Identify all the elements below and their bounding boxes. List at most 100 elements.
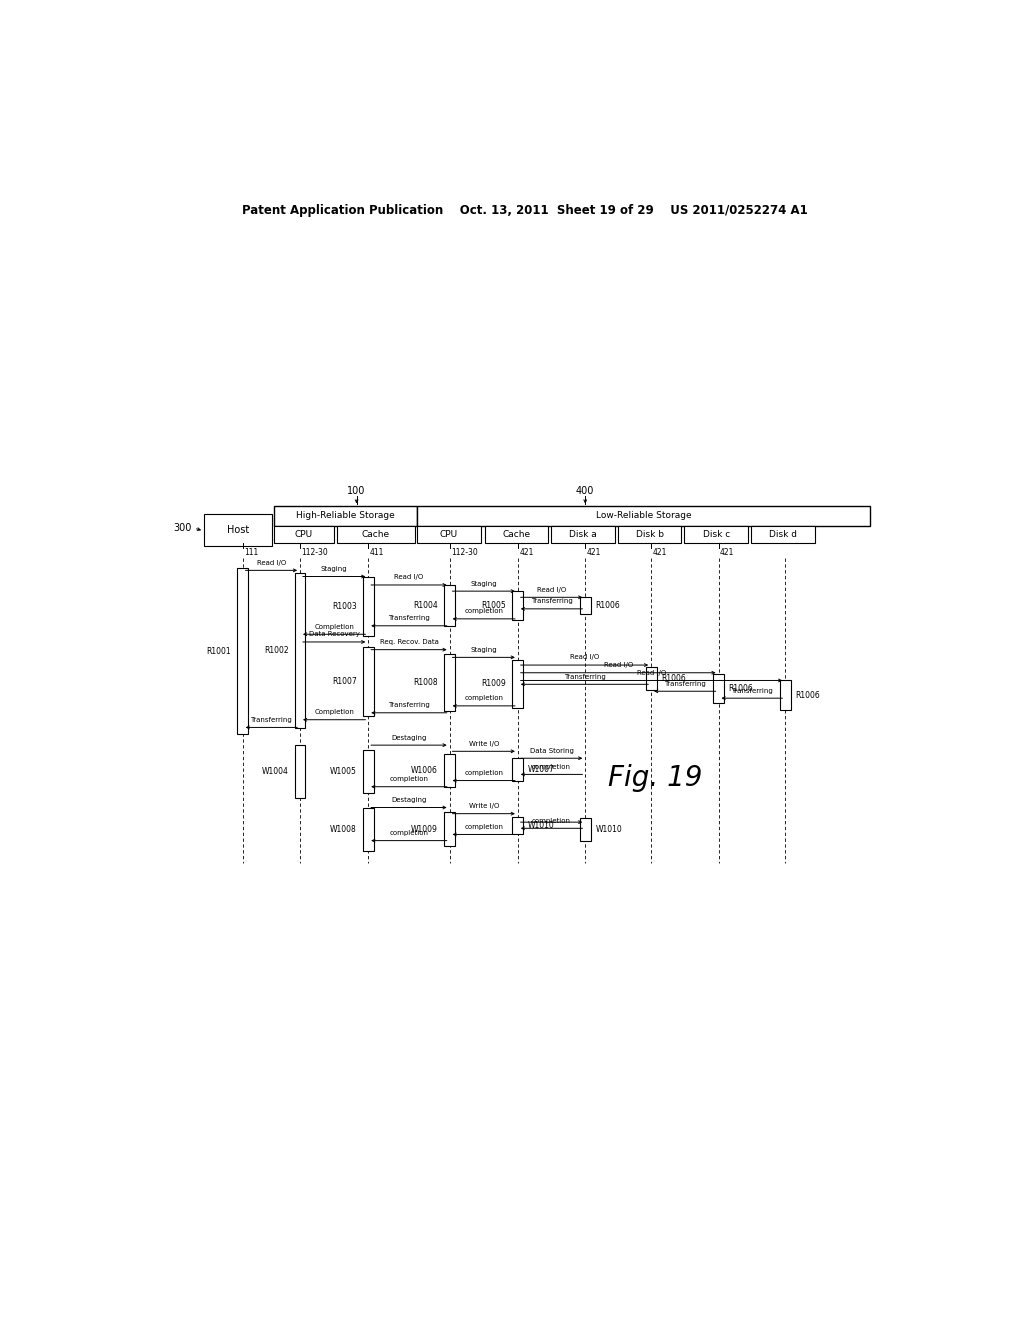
Text: Write I/O: Write I/O — [469, 803, 499, 809]
Bar — [580, 817, 591, 841]
Text: Destaging: Destaging — [391, 734, 427, 741]
Text: 421: 421 — [519, 548, 534, 557]
Text: Transferring: Transferring — [563, 673, 605, 680]
Text: Transferring: Transferring — [251, 717, 292, 723]
Bar — [362, 577, 374, 636]
Bar — [417, 525, 480, 543]
Text: Transferring: Transferring — [530, 598, 572, 605]
Text: W1009: W1009 — [411, 825, 438, 833]
Bar — [512, 591, 523, 620]
Text: 421: 421 — [720, 548, 734, 557]
Bar — [484, 525, 548, 543]
Text: Read I/O: Read I/O — [257, 560, 286, 566]
Text: 421: 421 — [652, 548, 667, 557]
Text: Low-Reliable Storage: Low-Reliable Storage — [596, 511, 691, 520]
Bar — [444, 812, 455, 846]
Text: completion: completion — [532, 764, 571, 770]
Text: 300: 300 — [173, 523, 191, 533]
Text: R1002: R1002 — [264, 647, 289, 655]
Bar — [238, 568, 248, 734]
Text: completion: completion — [389, 830, 428, 836]
Text: completion: completion — [389, 776, 428, 781]
Text: R1006: R1006 — [595, 602, 621, 610]
Text: High-Reliable Storage: High-Reliable Storage — [296, 511, 394, 520]
Text: Staging: Staging — [470, 581, 497, 586]
Bar — [779, 681, 791, 710]
Text: R1005: R1005 — [481, 602, 506, 610]
Text: completion: completion — [464, 824, 503, 830]
Text: W1010: W1010 — [528, 821, 555, 830]
Text: Patent Application Publication    Oct. 13, 2011  Sheet 19 of 29    US 2011/02522: Patent Application Publication Oct. 13, … — [242, 205, 808, 218]
Text: Disk b: Disk b — [636, 529, 664, 539]
Bar — [512, 817, 523, 834]
Bar — [751, 525, 815, 543]
Text: completion: completion — [464, 770, 503, 776]
Bar — [362, 808, 374, 851]
Bar — [444, 585, 455, 626]
Text: CPU: CPU — [295, 529, 313, 539]
Text: Transferring: Transferring — [388, 702, 430, 708]
Text: W1007: W1007 — [528, 764, 555, 774]
Bar — [580, 597, 591, 614]
Bar — [551, 525, 614, 543]
Text: CPU: CPU — [439, 529, 458, 539]
Text: 400: 400 — [577, 486, 595, 496]
Text: completion: completion — [464, 609, 503, 614]
Text: Host: Host — [227, 525, 249, 536]
Bar — [337, 525, 415, 543]
Bar — [295, 744, 305, 797]
Text: Read I/O: Read I/O — [603, 663, 633, 668]
Text: Cache: Cache — [502, 529, 530, 539]
Text: R1001: R1001 — [207, 647, 231, 656]
Text: Transferring: Transferring — [388, 615, 430, 622]
Text: Cache: Cache — [361, 529, 390, 539]
Bar — [362, 647, 374, 715]
Text: Completion: Completion — [314, 709, 354, 715]
Bar — [295, 573, 305, 729]
Text: 100: 100 — [347, 486, 366, 496]
Bar — [273, 507, 417, 525]
Text: Completion: Completion — [314, 623, 354, 630]
Text: W1008: W1008 — [330, 825, 356, 834]
Bar — [444, 755, 455, 788]
Text: W1005: W1005 — [330, 767, 356, 776]
Text: Read I/O: Read I/O — [637, 669, 667, 676]
Text: Disk c: Disk c — [702, 529, 730, 539]
Text: Transferring: Transferring — [664, 681, 706, 686]
Text: 111: 111 — [245, 548, 258, 557]
Text: Disk a: Disk a — [569, 529, 597, 539]
Text: W1004: W1004 — [261, 767, 289, 776]
Text: 112-30: 112-30 — [452, 548, 478, 557]
Text: Data Storing: Data Storing — [529, 747, 573, 754]
Text: 411: 411 — [370, 548, 384, 557]
Text: Read I/O: Read I/O — [569, 655, 599, 660]
Text: Staging: Staging — [470, 647, 497, 653]
Text: Destaging: Destaging — [391, 797, 427, 803]
Text: W1010: W1010 — [595, 825, 622, 833]
Text: Read I/O: Read I/O — [394, 574, 424, 581]
Text: Disk d: Disk d — [769, 529, 797, 539]
Text: R1006: R1006 — [662, 673, 686, 682]
Text: Read I/O: Read I/O — [537, 586, 566, 593]
Bar — [646, 667, 656, 689]
Text: R1009: R1009 — [481, 680, 506, 689]
Text: R1003: R1003 — [332, 602, 356, 611]
Text: R1008: R1008 — [414, 678, 438, 686]
Text: Transferring: Transferring — [731, 688, 773, 693]
Bar — [512, 758, 523, 780]
Bar — [273, 525, 334, 543]
Bar — [617, 525, 681, 543]
Text: Req. Recov. Data: Req. Recov. Data — [380, 639, 438, 645]
Text: R1004: R1004 — [414, 601, 438, 610]
Text: Data Recovery: Data Recovery — [308, 631, 359, 638]
Text: Staging: Staging — [321, 566, 347, 572]
Bar — [444, 653, 455, 711]
Text: R1006: R1006 — [796, 690, 820, 700]
Text: Write I/O: Write I/O — [469, 741, 499, 747]
Text: completion: completion — [464, 696, 503, 701]
Text: W1006: W1006 — [411, 767, 438, 775]
Text: Fig. 19: Fig. 19 — [608, 764, 702, 792]
Bar — [204, 515, 272, 546]
Text: completion: completion — [532, 817, 571, 824]
Text: 112-30: 112-30 — [302, 548, 329, 557]
